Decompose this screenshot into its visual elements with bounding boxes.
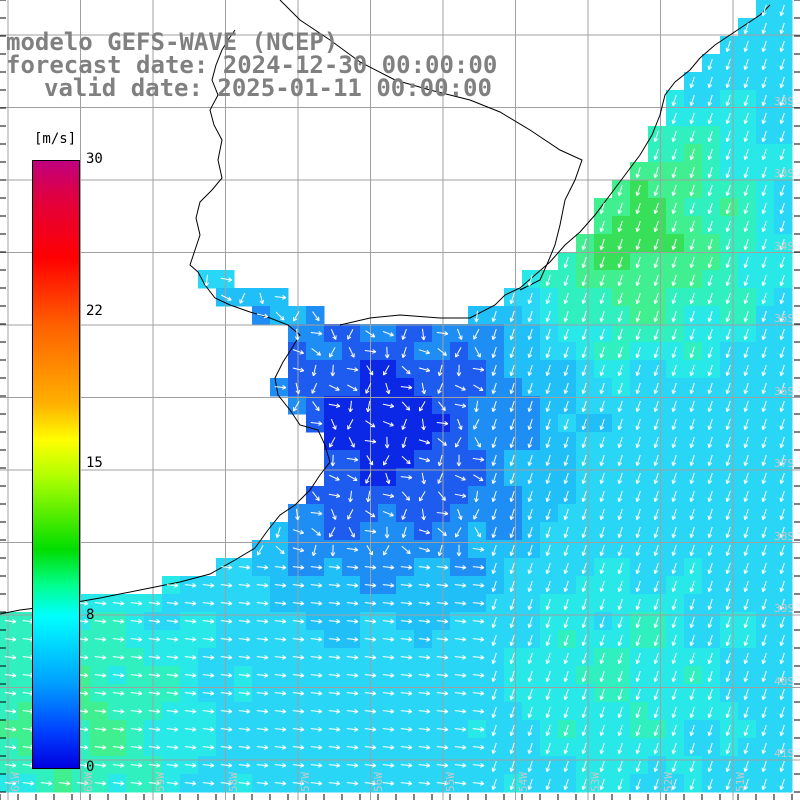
colorbar xyxy=(32,160,80,769)
title-valid-date: valid date: 2025-01-11 00:00:00 xyxy=(44,76,492,100)
colorbar-units: [m/s] xyxy=(34,131,76,147)
longitude-label: 58W xyxy=(227,772,240,792)
longitude-label: 61W xyxy=(9,772,22,792)
longitude-label: 51W xyxy=(734,772,747,792)
colorbar-tick-label: 15 xyxy=(86,455,103,471)
longitude-label: 56W xyxy=(372,772,385,792)
longitude-label: 53W xyxy=(589,772,602,792)
colorbar-tick-label: 8 xyxy=(86,607,94,623)
latitude-label: 40S xyxy=(774,675,794,688)
latitude-label: 33S xyxy=(774,167,794,180)
longitude-label: 55W xyxy=(444,772,457,792)
latitude-label: 41S xyxy=(774,747,794,760)
longitude-label: 60W xyxy=(82,772,95,792)
latitude-label: 38S xyxy=(774,530,794,543)
latitude-label: 36S xyxy=(774,385,794,398)
longitude-label: 54W xyxy=(517,772,530,792)
colorbar-tick-label: 22 xyxy=(86,303,103,319)
longitude-label: 59W xyxy=(154,772,167,792)
latitude-label: 33S xyxy=(774,95,794,108)
latitude-label: 39S xyxy=(774,602,794,615)
latitude-label: 37S xyxy=(774,457,794,470)
latitude-label: 35S xyxy=(774,312,794,325)
colorbar-tick-label: 30 xyxy=(86,151,103,167)
longitude-label: 52W xyxy=(662,772,675,792)
longitude-label: 57W xyxy=(299,772,312,792)
latitude-label: 34S xyxy=(774,240,794,253)
